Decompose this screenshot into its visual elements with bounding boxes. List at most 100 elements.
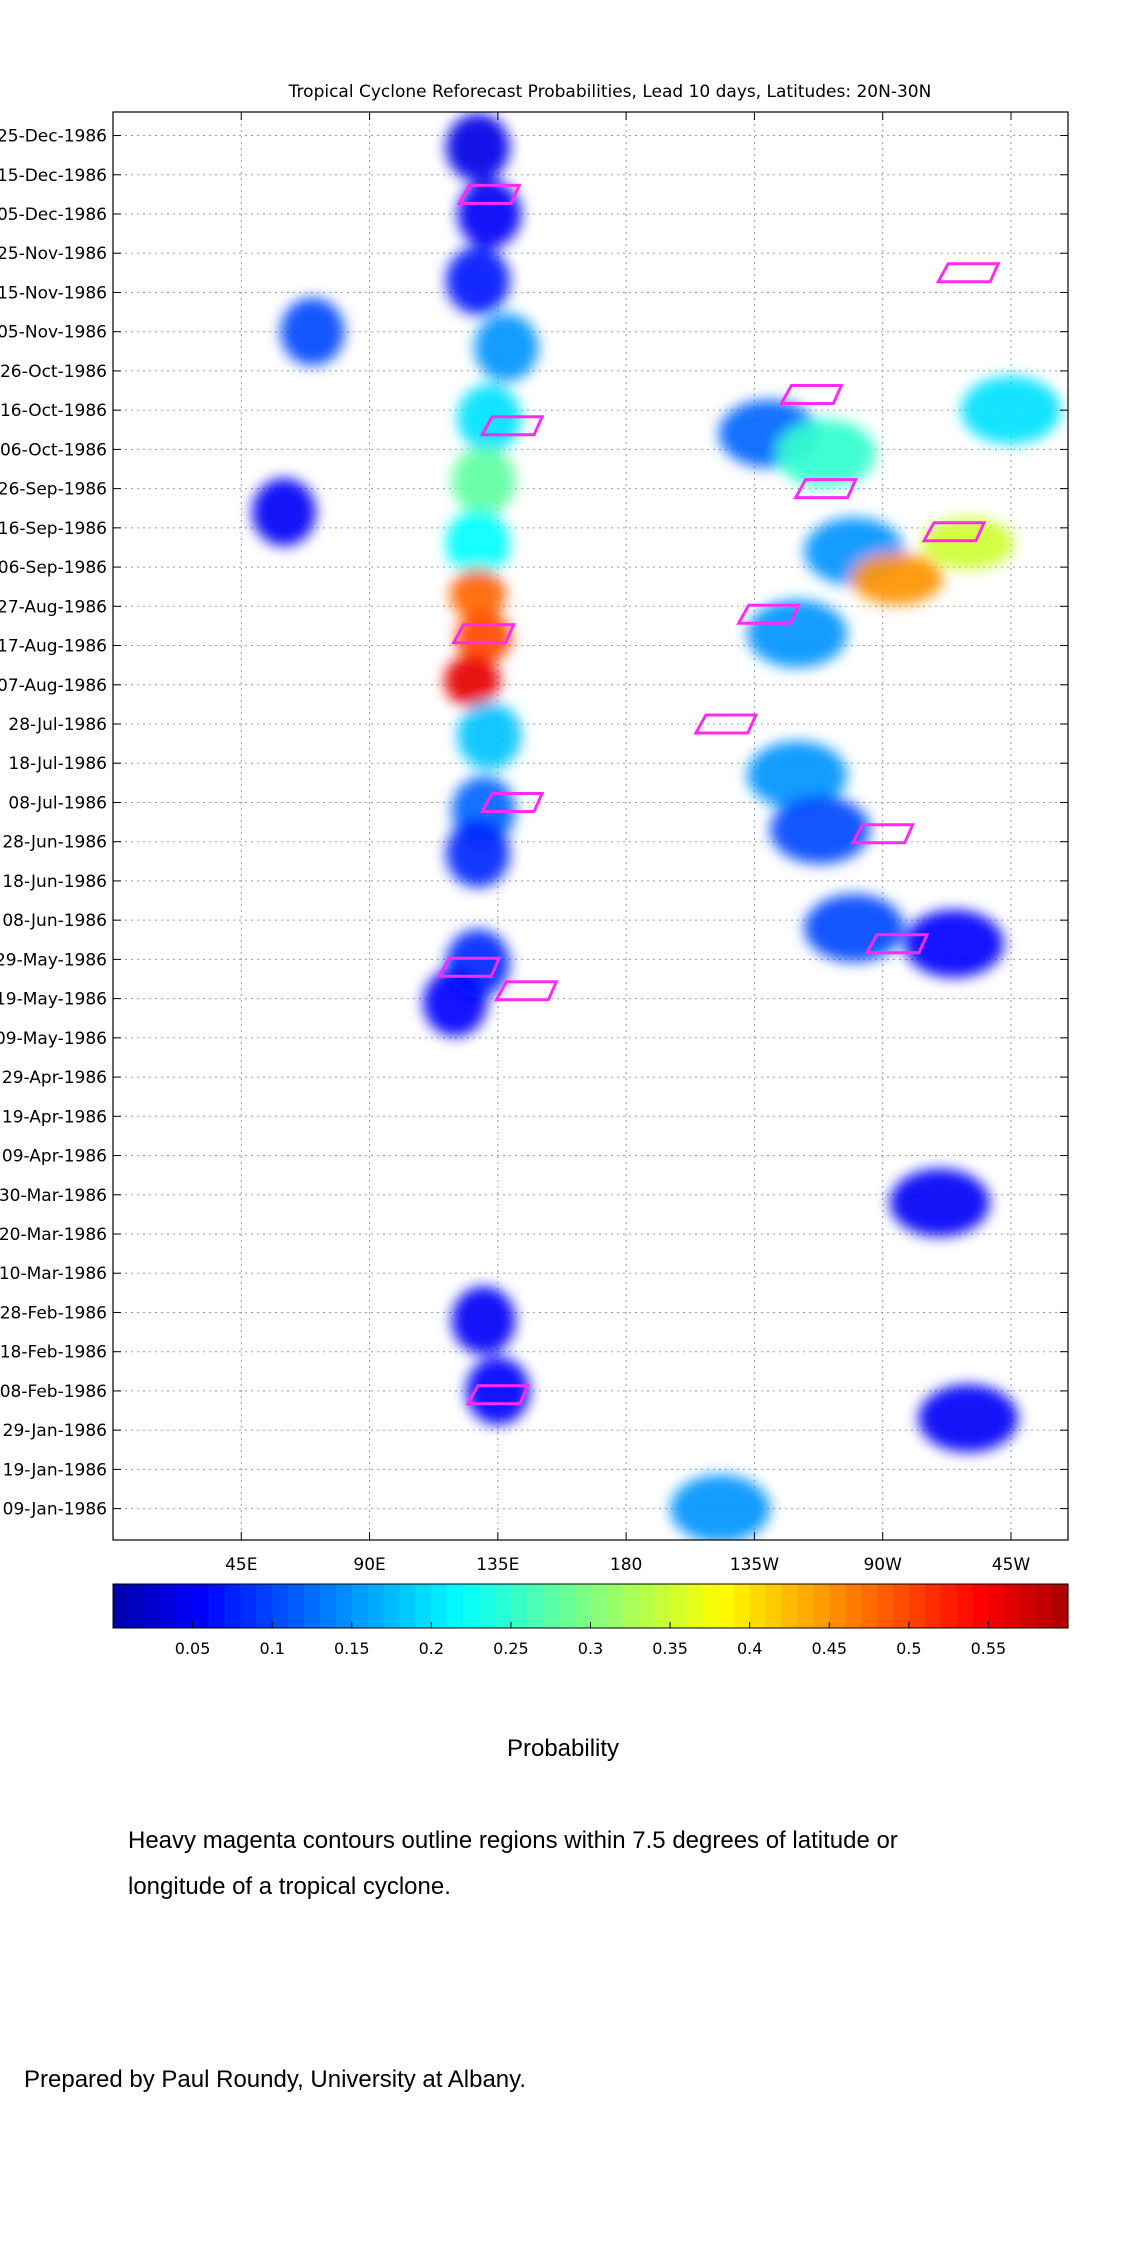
credit: Prepared by Paul Roundy, University at A… [24, 2066, 527, 2093]
tc-contour [864, 933, 930, 955]
colorbar-swatch [749, 1584, 767, 1628]
colorbar-swatch [686, 1584, 703, 1628]
x-tick-label: 135W [730, 1555, 779, 1575]
probability-blob [445, 246, 510, 315]
colorbar-tick-label: 0.2 [419, 1639, 444, 1658]
probability-blob [252, 478, 317, 547]
colorbar-swatch [304, 1584, 321, 1628]
colorbar-swatch [972, 1584, 990, 1628]
probability-blob [445, 509, 510, 578]
colorbar-tick-label: 0.05 [175, 1639, 211, 1658]
colorbar-swatch [590, 1584, 608, 1628]
tc-contour [935, 262, 1001, 284]
y-tick-label: 19-Jan-1986 [3, 1460, 107, 1480]
colorbar-swatch [829, 1584, 846, 1628]
colorbar-swatch [606, 1584, 623, 1628]
probability-blob [465, 1356, 530, 1425]
x-tick-label: 90W [863, 1555, 902, 1575]
probability-blob [444, 654, 501, 707]
colorbar-swatch [654, 1584, 671, 1628]
plot-background [113, 112, 1068, 1540]
probability-blob [850, 552, 943, 605]
y-tick-label: 17-Aug-1986 [0, 637, 107, 657]
probability-blob [445, 113, 510, 182]
x-tick-label: 90E [353, 1555, 385, 1575]
plot-frame [112, 111, 1069, 1541]
y-tick-label: 18-Jun-1986 [2, 872, 107, 892]
probability-field [252, 113, 1061, 1540]
colorbar-swatch [956, 1584, 974, 1628]
colorbar-tick-label: 0.4 [737, 1639, 762, 1658]
probability-blob [451, 1286, 516, 1355]
colorbar: 0.05 0.1 0.15 0.2 0.25 0.3 0.35 0.4 0.45 0.5 0.55 [112, 1583, 1069, 1658]
colorbar-swatch [638, 1584, 655, 1628]
tc-contour [778, 384, 844, 405]
colorbar-swatch [447, 1584, 464, 1628]
probability-blob [769, 795, 870, 864]
colorbar-swatch [861, 1584, 878, 1628]
colorbar-swatch [128, 1584, 146, 1628]
colorbar-swatch [272, 1584, 289, 1628]
y-tick-label: 09-Jan-1986 [3, 1500, 107, 1520]
colorbar-swatch [399, 1584, 417, 1628]
colorbar-swatch [288, 1584, 305, 1628]
y-tick-label: 06-Sep-1986 [0, 558, 107, 578]
colorbar-swatch [144, 1584, 162, 1628]
y-tick-label: 26-Sep-1986 [0, 480, 107, 500]
probability-blob [457, 701, 522, 770]
colorbar-tick-label: 0.15 [334, 1639, 370, 1658]
colorbar-tick-label: 0.3 [578, 1639, 603, 1658]
colorbar-swatch [908, 1584, 926, 1628]
probability-blob [804, 894, 905, 962]
x-tick-label: 180 [610, 1555, 642, 1575]
tc-contour [456, 183, 522, 205]
probability-blob [922, 517, 1015, 570]
colorbar-swatch [797, 1584, 814, 1628]
y-tick-label: 06-Oct-1986 [0, 440, 107, 460]
probability-blob [423, 968, 488, 1037]
colorbar-swatch [1020, 1584, 1037, 1628]
tc-contour [436, 956, 502, 978]
y-tick-label: 18-Jul-1986 [8, 754, 107, 774]
colorbar-swatch [335, 1584, 353, 1628]
colorbar-swatch [574, 1584, 592, 1628]
probability-blob [775, 419, 876, 488]
tc-contour [793, 478, 859, 500]
x-tick-label: 45E [225, 1555, 257, 1575]
probability-blob [960, 376, 1061, 445]
y-tick-label: 08-Jun-1986 [2, 911, 107, 931]
y-tick-label: 16-Oct-1986 [0, 401, 107, 421]
colorbar-swatch [940, 1584, 958, 1628]
tc-contours [436, 183, 1001, 1406]
tc-contour [736, 603, 802, 625]
y-tick-label: 30-Mar-1986 [0, 1186, 107, 1206]
y-tick-label: 07-Aug-1986 [0, 676, 107, 696]
probability-blob [474, 313, 539, 382]
colorbar-swatch [367, 1584, 385, 1628]
chart-title: Tropical Cyclone Reforecast Probabilitie… [288, 82, 932, 102]
probability-blob [889, 1168, 990, 1237]
tc-contour [921, 521, 987, 543]
colorbar-swatch [192, 1584, 210, 1628]
colorbar-swatch [670, 1584, 687, 1628]
y-tick-label: 26-Oct-1986 [0, 362, 107, 382]
colorbar-swatch [733, 1584, 751, 1628]
tc-contour [479, 792, 545, 813]
y-tick-label: 29-Jan-1986 [3, 1421, 107, 1441]
y-tick-label: 16-Sep-1986 [0, 519, 107, 539]
y-tick-label: 28-Jul-1986 [8, 715, 107, 735]
colorbar-tick-label: 0.5 [896, 1639, 921, 1658]
colorbar-swatch [351, 1584, 369, 1628]
y-tick-label: 10-Mar-1986 [0, 1264, 107, 1284]
colorbar-swatch [622, 1584, 639, 1628]
colorbar-swatch [240, 1584, 257, 1628]
probability-blob [747, 599, 848, 668]
colorbar-swatch [256, 1584, 273, 1628]
colorbar-swatch [160, 1584, 178, 1628]
colorbar-swatch [558, 1584, 576, 1628]
tc-contour [451, 623, 516, 645]
colorbar-swatch [415, 1584, 432, 1628]
colorbar-swatch [877, 1584, 894, 1628]
colorbar-swatch [224, 1584, 241, 1628]
probability-blob [747, 741, 848, 809]
